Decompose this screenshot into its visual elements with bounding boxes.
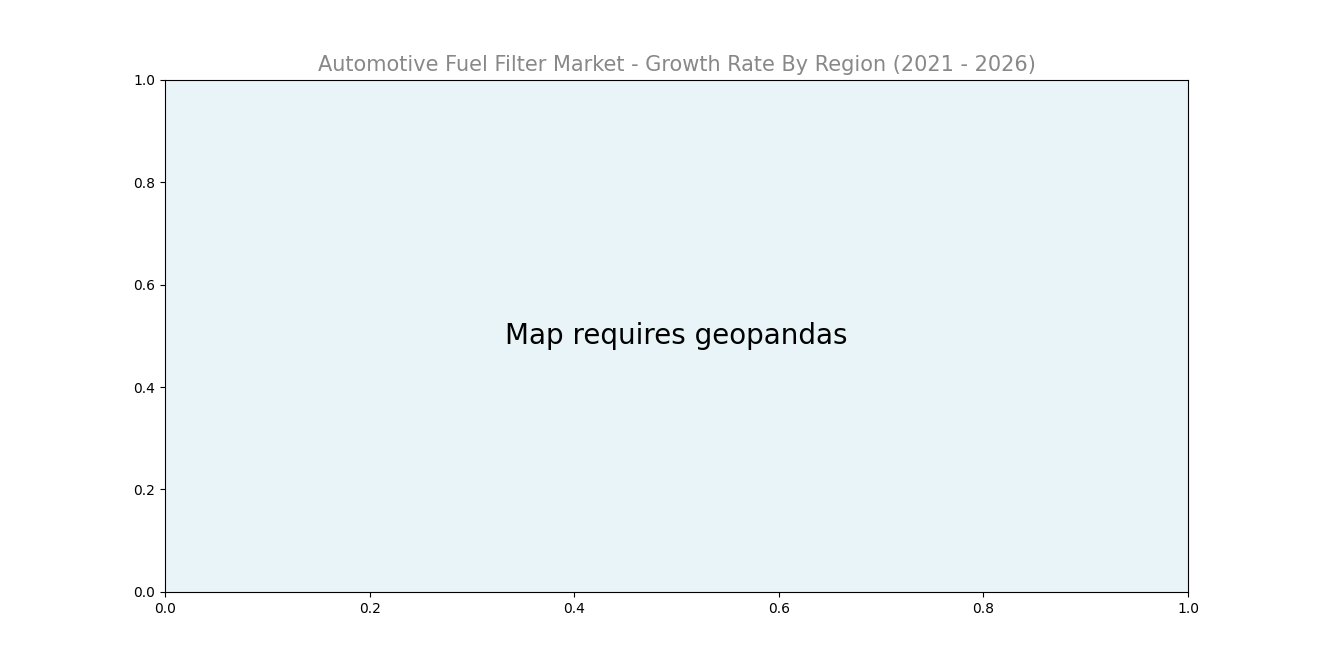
- Title: Automotive Fuel Filter Market - Growth Rate By Region (2021 - 2026): Automotive Fuel Filter Market - Growth R…: [318, 55, 1035, 75]
- Text: Map requires geopandas: Map requires geopandas: [506, 322, 847, 350]
